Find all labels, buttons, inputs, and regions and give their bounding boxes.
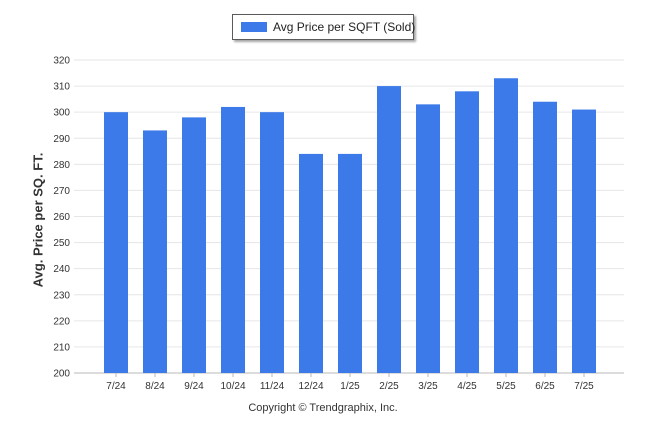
legend-label: Avg Price per SQFT (Sold) (273, 20, 416, 34)
bar[interactable] (182, 117, 206, 373)
x-tick-label: 3/25 (418, 381, 438, 392)
x-tick-label: 9/24 (184, 381, 204, 392)
x-tick-label: 11/24 (260, 381, 285, 392)
y-tick-label: 280 (53, 160, 70, 171)
bar[interactable] (494, 78, 518, 373)
legend[interactable]: Avg Price per SQFT (Sold) (232, 14, 416, 40)
bar[interactable] (338, 153, 362, 373)
y-tick-label: 210 (53, 342, 70, 353)
bar[interactable] (533, 101, 557, 373)
bar[interactable] (143, 130, 167, 373)
y-tick-label: 230 (53, 290, 70, 301)
bar[interactable] (455, 91, 479, 374)
bars (104, 78, 596, 374)
bar[interactable] (104, 112, 128, 374)
bar[interactable] (377, 86, 401, 373)
bar[interactable] (416, 104, 440, 373)
copyright-footer: Copyright © Trendgraphix, Inc. (248, 402, 398, 414)
bar[interactable] (572, 109, 596, 373)
x-tick-label: 1/25 (340, 381, 360, 392)
y-tick-label: 310 (53, 82, 70, 93)
y-tick-label: 220 (53, 316, 70, 327)
y-tick-label: 260 (53, 212, 70, 223)
y-axis-label: Avg. Price per SQ. FT. (30, 152, 46, 288)
x-tick-label: 8/24 (145, 381, 165, 392)
bar[interactable] (260, 112, 284, 374)
bar[interactable] (299, 153, 323, 373)
x-tick-label: 7/25 (574, 381, 594, 392)
x-tick-labels: 7/24 8/24 9/24 10/24 11/24 12/24 1/25 2/25 3/25 4… (106, 373, 594, 392)
legend-swatch (241, 22, 267, 32)
x-tick-label: 7/24 (106, 381, 126, 392)
y-tick-label: 320 (53, 56, 70, 67)
y-tick-label: 300 (53, 108, 70, 119)
x-tick-label: 6/25 (535, 381, 555, 392)
x-tick-label: 10/24 (220, 381, 245, 392)
y-tick-label: 240 (53, 264, 70, 275)
x-tick-label: 5/25 (496, 381, 516, 392)
y-tick-labels: 200 210 220 230 240 250 260 270 280 290 300 310 320 (53, 56, 70, 380)
x-tick-label: 4/25 (457, 381, 477, 392)
bar[interactable] (221, 106, 245, 373)
y-tick-label: 200 (53, 369, 70, 380)
x-tick-label: 12/24 (298, 381, 323, 392)
y-tick-label: 250 (53, 238, 70, 249)
y-tick-label: 290 (53, 134, 70, 145)
x-tick-label: 2/25 (379, 381, 399, 392)
y-tick-label: 270 (53, 186, 70, 197)
